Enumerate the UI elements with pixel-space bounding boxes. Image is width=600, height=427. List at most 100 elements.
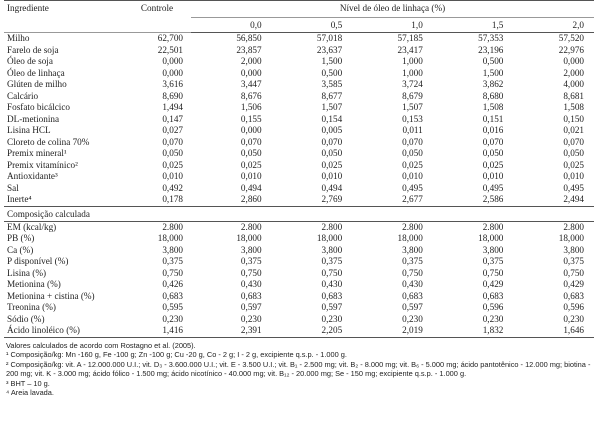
cell: 3,800 [482,244,504,255]
cell: 18,000 [157,233,183,243]
cell: 1,494 [162,102,183,112]
cell: 1,506 [240,102,262,112]
cell: 0,025 [482,159,504,170]
row-label: Óleo de soja [7,56,53,66]
cell: 2,860 [240,194,262,204]
cell: 0,683 [402,290,423,301]
cell: 2,494 [563,194,584,204]
cell: 0,750 [162,267,183,278]
cell: 0,025 [162,159,183,170]
cell: 0,050 [563,148,584,158]
cell: 0,000 [240,67,262,78]
row-label: Fosfato bicálcico [7,102,71,112]
cell: 1,646 [513,325,594,338]
cell: 0,375 [402,256,423,266]
table-row: Lisina (%) 0,750 0,750 0,750 0,750 0,750 0,750 [4,268,594,280]
table-row: Calcário 8,690 8,676 8,677 8,679 8,680 8,681 [4,91,594,103]
row-label: Premix vitamínico² [7,159,78,170]
row-label: P disponível (%) [7,256,69,266]
table-row: Lisina HCL 0,027 0,000 0,005 0,011 0,016 0,021 [4,125,594,137]
cell: 2,019 [352,325,433,338]
cell: 0,430 [321,279,343,289]
cell: 0,430 [402,279,423,289]
cell: 0,010 [482,171,504,181]
cell: 0,597 [240,302,262,312]
cell: 0,596 [563,302,584,312]
table-row: Premix mineral¹ 0,050 0,050 0,050 0,050 0,050… [4,148,594,160]
cell: 23,196 [478,44,504,55]
cell: 0,027 [162,125,183,135]
footnote: ¹ Composição/kg: Mn -160 g, Fe -100 g; Z… [6,350,347,360]
subheader-row: 0,0 0,5 1,0 1,5 2,0 [4,17,594,33]
cell: 0,500 [482,56,504,66]
row-label: Premix mineral¹ [7,148,67,158]
cell: 0,050 [321,148,343,158]
cell: 2,391 [191,325,272,338]
cell: 0,070 [162,136,183,147]
row-label: Ácido linoléico (%) [4,325,128,338]
cell: 8,680 [482,90,504,101]
table-row: P disponível (%) 0,375 0,375 0,375 0,375 0,37… [4,256,594,268]
cell: 8,677 [321,90,343,101]
cell: 3,616 [162,79,183,89]
cell: 0,010 [240,171,262,181]
row-label: Milho [7,33,30,43]
cell: 1,508 [563,102,584,112]
cell: 1,000 [402,56,423,66]
cell: 2,000 [563,67,584,78]
row-label: Ca (%) [7,244,34,255]
cell: 0,683 [240,290,262,301]
cell: 1,500 [321,56,343,66]
cell: 0,230 [482,313,504,324]
cell: 0,683 [162,290,183,301]
cell: 18,000 [236,233,262,243]
cell: 0,426 [162,279,183,289]
table-row: Óleo de linhaça 0,000 0,000 0,500 1,000 1,500… [4,68,594,80]
cell: 57,185 [397,33,423,43]
cell: 0,375 [563,256,584,266]
cell: 62,700 [157,33,183,43]
row-label: Antioxidante³ [7,171,58,181]
cell: 0,070 [402,136,423,147]
level-header: 0,5 [271,17,353,33]
cell: 0,050 [240,148,262,158]
cell: 0,005 [321,125,343,135]
cell: 0,050 [402,148,423,158]
footnote: ⁴ Areia lavada. [6,388,54,398]
cell: 2,000 [240,56,262,66]
cell: 0,750 [482,267,504,278]
cell: 0,375 [162,256,183,266]
cell: 0,000 [240,125,262,135]
footnote: ² Composição/kg: vit. A - 12.000.000 U.I… [6,359,591,379]
cell: 0,683 [321,290,343,301]
cell: 0,230 [321,313,343,324]
cell: 2.800 [402,221,423,232]
table-row: PB (%) 18,000 18,000 18,000 18,000 18,000 18,0… [4,233,594,245]
cell: 0,050 [162,148,183,158]
cell: 0,010 [402,171,423,181]
cell: 0,750 [240,267,262,278]
cell: 0,025 [563,159,584,170]
cell: 22,976 [558,44,584,55]
cell: 0,010 [321,171,343,181]
cell: 1,500 [482,67,504,78]
table-row: Ca (%) 3,800 3,800 3,800 3,800 3,800 3,800 [4,245,594,257]
cell: 18,000 [478,233,504,243]
cell: 0,025 [240,159,262,170]
cell: 0,070 [321,136,343,147]
cell: 0,750 [321,267,343,278]
cell: 0,070 [563,136,584,147]
cell: 8,679 [402,90,423,101]
cell: 1,832 [432,325,514,338]
cell: 0,230 [402,313,423,324]
cell: 0,025 [321,159,343,170]
cell: 3,800 [321,244,343,255]
cell: 0,375 [240,256,262,266]
cell: 57,018 [316,33,343,43]
table-row: Sal 0,492 0,494 0,494 0,495 0,495 0,495 [4,183,594,195]
row-label: Farelo de soja [7,44,59,55]
cell: 2.800 [321,221,343,232]
cell: 0,230 [162,313,183,324]
cell: 0,010 [162,171,183,181]
table-row: Óleo de soja 0,000 2,000 1,500 1,000 0,500 0,0… [4,56,594,68]
